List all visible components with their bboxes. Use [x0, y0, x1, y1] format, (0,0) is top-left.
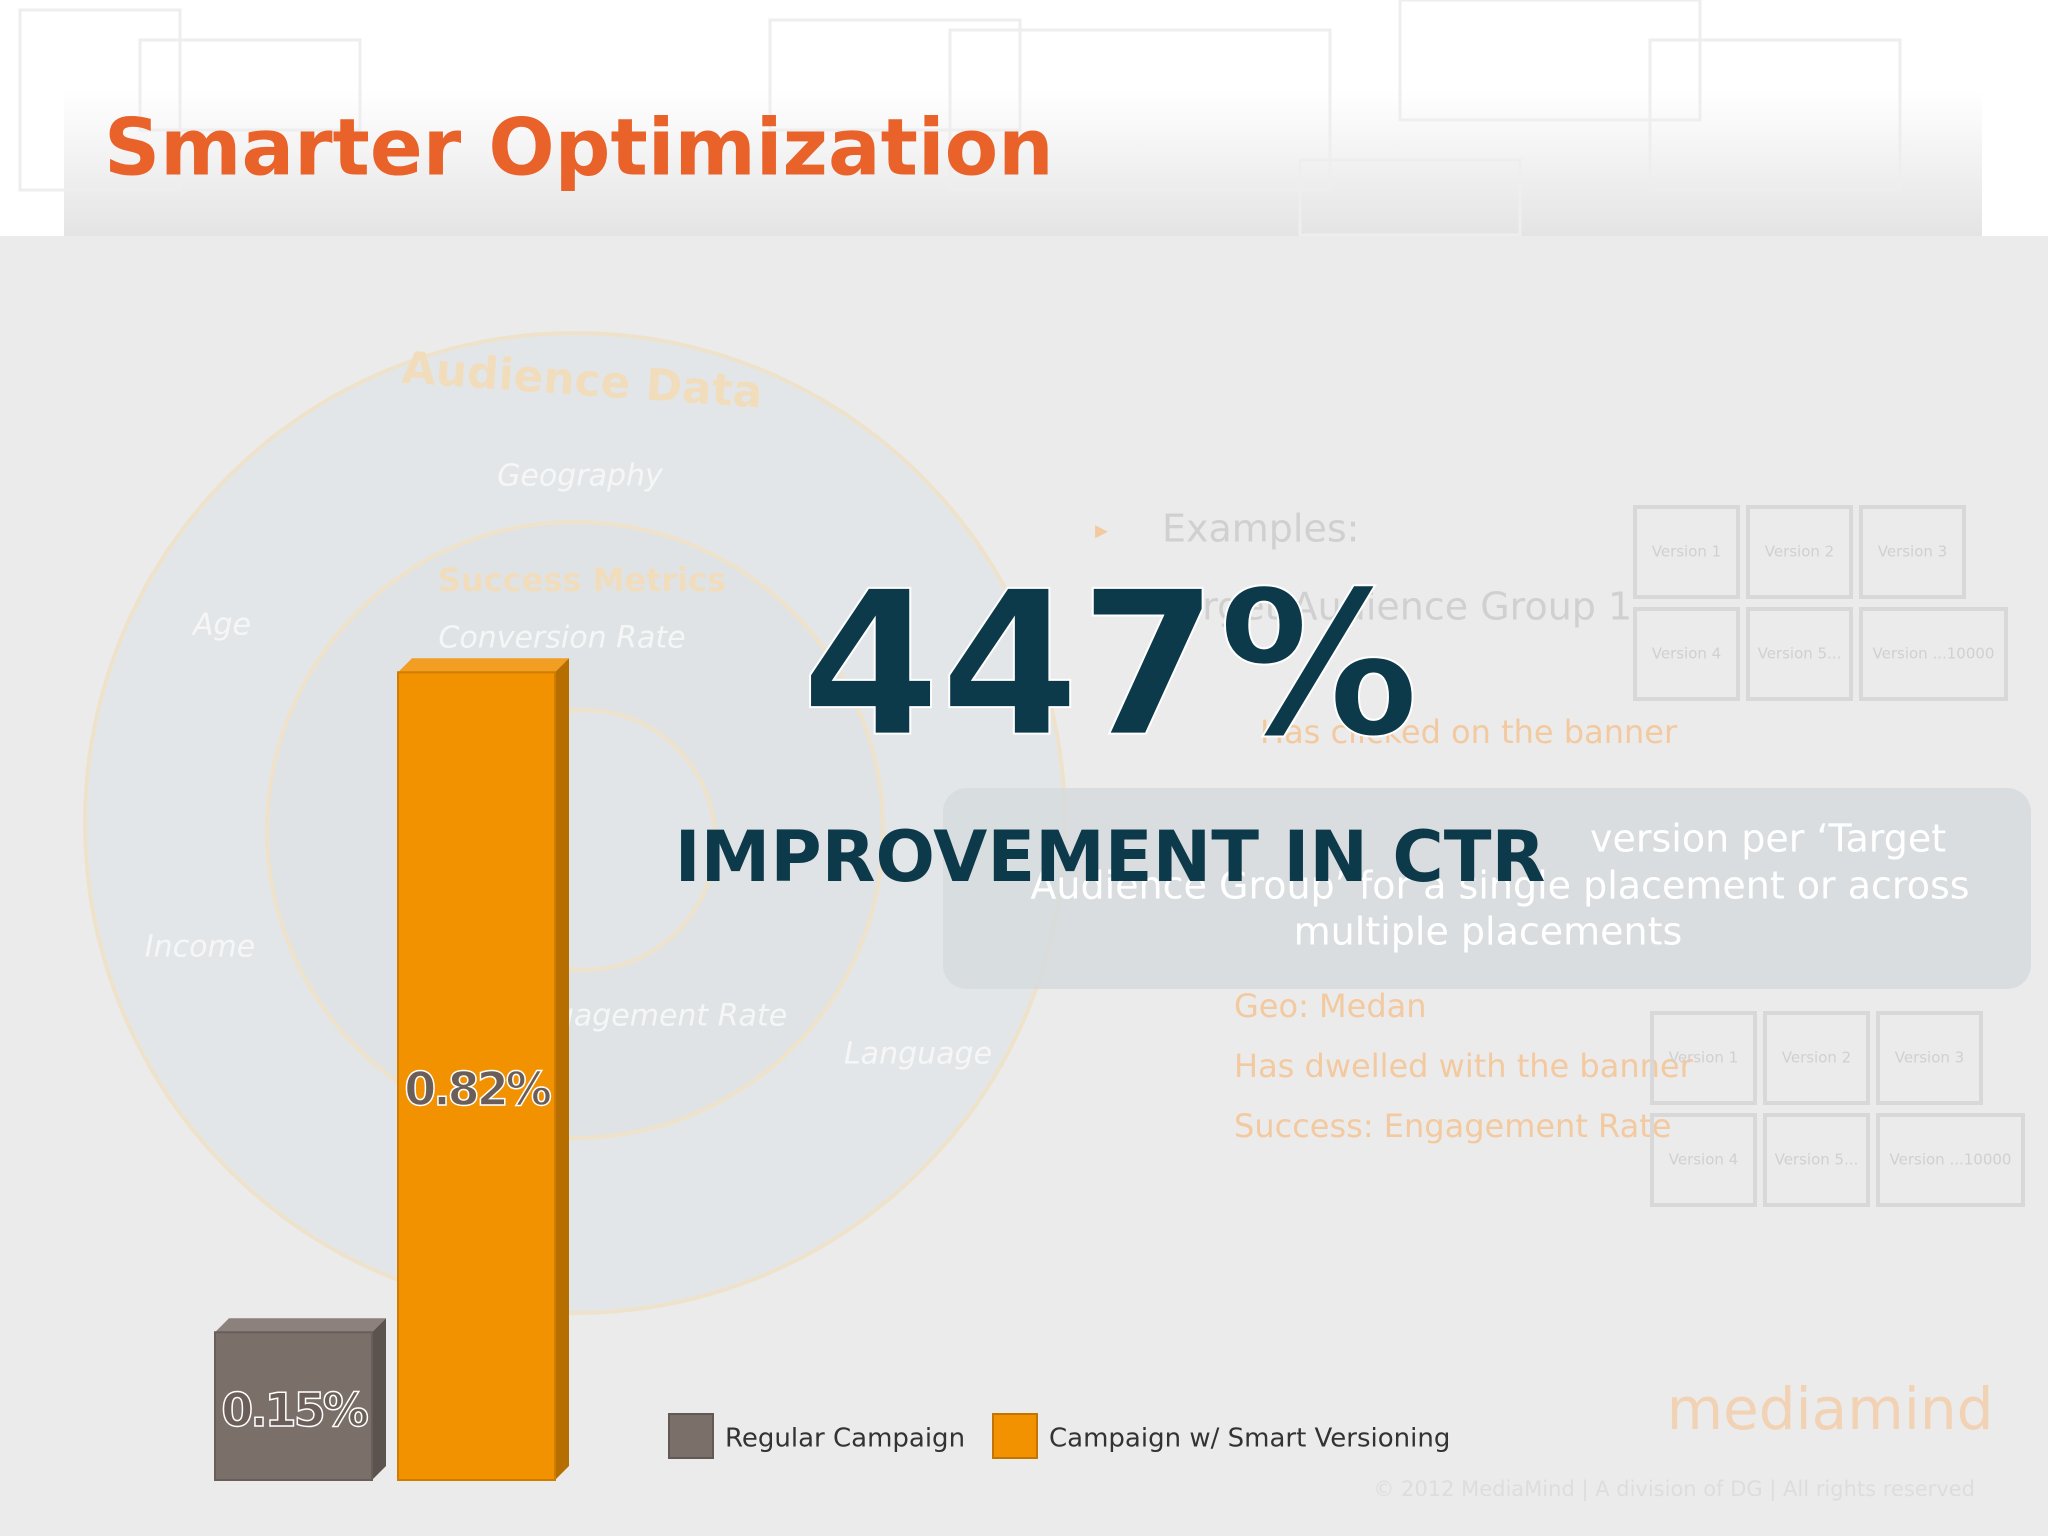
header-decoration [18, 0, 1902, 237]
bar-chart: 0.15% Regular Campaign 0.82% Campaign w/ Sm… [214, 658, 1450, 1481]
panel-line: Audience Group’ for a single placement o… [1030, 864, 1969, 908]
version-label: Version 1 [1669, 1049, 1738, 1067]
slide-title: Smarter Optimization [104, 103, 1054, 193]
circle-label: Language [844, 1037, 992, 1072]
bullet-text: Geo: Medan [1234, 987, 1427, 1025]
version-box [1763, 1011, 1870, 1105]
bar-side [555, 658, 569, 1480]
bar-top [398, 658, 569, 673]
bullet-text: Success: Engagement Rate [1234, 1107, 1671, 1145]
version-label: Version 4 [1652, 645, 1721, 663]
version-label: Version 2 [1782, 1049, 1851, 1067]
version-box [1763, 1113, 1870, 1207]
version-label: Version 4 [1669, 1151, 1738, 1169]
bar-value-label: 0.15% [221, 1383, 367, 1437]
legend-swatch [992, 1413, 1038, 1459]
version-label: Version 5... [1758, 645, 1842, 663]
panel-line: version per ‘Target [1590, 817, 1946, 861]
version-box [1746, 505, 1853, 599]
panel-line: multiple placements [1294, 910, 1683, 954]
version-box [1876, 1011, 1983, 1105]
version-box [1633, 505, 1740, 599]
legend-label: Regular Campaign [725, 1424, 965, 1454]
version-label: Version ...10000 [1873, 645, 1995, 663]
version-label: Version 5... [1775, 1151, 1859, 1169]
bullet-list: ▸ Examples: Target Audience Group 1 Has … [1095, 507, 1694, 1146]
version-label: Version 3 [1878, 543, 1947, 561]
headline-number: 447% [801, 549, 1419, 782]
circle-label: Conversion Rate [438, 621, 685, 656]
bullet-marker: ▸ [1095, 516, 1108, 546]
bullet-text: Examples: [1162, 507, 1359, 551]
circle-label: Income [145, 930, 255, 965]
bar-side [372, 1318, 386, 1480]
circle-label: Success Metrics [438, 561, 726, 599]
version-box [1633, 607, 1740, 701]
circle-label: Geography [497, 459, 664, 494]
version-label: Version 2 [1765, 543, 1834, 561]
bullet-text: Has dwelled with the banner [1234, 1047, 1694, 1085]
header-band [64, 90, 1982, 236]
version-box [1650, 1011, 1757, 1105]
legend-label: Campaign w/ Smart Versioning [1049, 1424, 1450, 1454]
version-label: Version ...10000 [1890, 1151, 2012, 1169]
bar [397, 671, 556, 1481]
headline-text: IMPROVEMENT IN CTR [675, 816, 1546, 898]
bullet-text: Target Audience Group 1 [1161, 585, 1632, 629]
bar-value-label: 0.82% [404, 1062, 550, 1116]
version-grids: Version 1 Version 2 Version 3 Version 4 Vers… [1633, 505, 2025, 1207]
version-box [1746, 607, 1853, 701]
bar-top [215, 1318, 386, 1333]
circle-label: Age [191, 608, 251, 643]
version-label: Version 3 [1895, 1049, 1964, 1067]
version-box [1859, 505, 1966, 599]
bullet-text: Has clicked on the banner [1260, 713, 1678, 751]
bar [214, 1331, 373, 1481]
panel-text: version per ‘Target Audience Group’ for … [1030, 817, 1969, 954]
legend-swatch [668, 1413, 714, 1459]
callout-panel [943, 788, 2031, 989]
copyright: © 2012 MediaMind | A division of DG | Al… [1373, 1477, 1975, 1502]
version-box [1859, 607, 2008, 701]
version-box [1876, 1113, 2025, 1207]
version-box [1650, 1113, 1757, 1207]
logo: mediamind [1667, 1375, 1994, 1443]
version-label: Version 1 [1652, 543, 1721, 561]
